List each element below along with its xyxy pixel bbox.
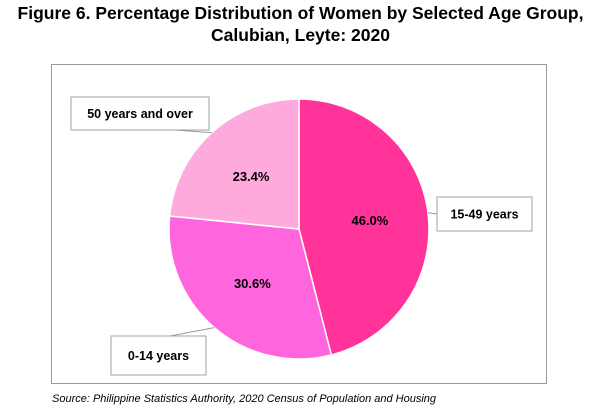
- pie-labels: 46.0% 15-49 years 30.6% 0-14 years 23.4% 50 y…: [70, 96, 533, 376]
- pie-slice-50-years-and-over: [168, 98, 300, 230]
- data-label: 30.6%: [234, 276, 271, 291]
- callout-connector: [169, 327, 215, 337]
- source-note: Source: Philippine Statistics Authority,…: [52, 393, 437, 405]
- callout-box: [70, 96, 210, 131]
- category-label: 15-49 years: [450, 208, 518, 222]
- callout-connector: [427, 212, 438, 215]
- callout-box: [110, 335, 207, 376]
- callout-box: [436, 196, 533, 232]
- chart-title: Figure 6. Percentage Distribution of Wom…: [0, 2, 601, 46]
- category-label: 0-14 years: [128, 349, 189, 363]
- pie-slice-0-14-years: [168, 215, 333, 360]
- chart-title-line-2: Calubian, Leyte: 2020: [211, 25, 390, 45]
- data-label: 46.0%: [351, 213, 388, 228]
- chart-frame: [51, 64, 547, 384]
- chart-title-line-1: Figure 6. Percentage Distribution of Wom…: [17, 3, 584, 23]
- pie-slices: [168, 98, 430, 360]
- data-label: 23.4%: [233, 169, 270, 184]
- category-label: 50 years and over: [87, 107, 193, 121]
